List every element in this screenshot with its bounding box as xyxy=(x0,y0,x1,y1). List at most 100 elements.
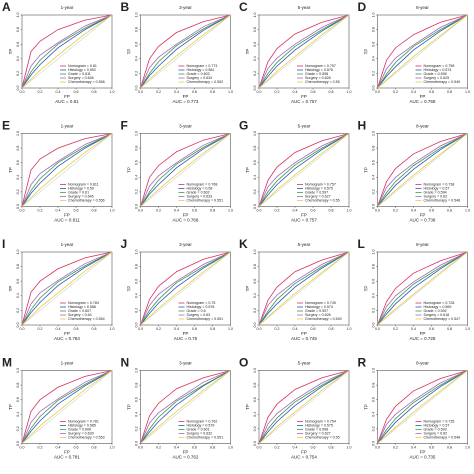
x-tick-label: 0.8 xyxy=(210,327,215,331)
panel-title: 5-year xyxy=(298,5,311,10)
legend-label: Nomogram = 0.762 xyxy=(187,419,218,423)
legend-label: Histology = 0.578 xyxy=(187,305,215,309)
roc-curve xyxy=(140,251,231,326)
y-tick-label: 0.0 xyxy=(371,323,375,328)
legend-label: Nomogram = 0.75 xyxy=(187,301,216,305)
x-tick-label: 1.0 xyxy=(228,327,233,331)
x-tick-label: 0.6 xyxy=(74,90,79,94)
x-axis-label: FP xyxy=(420,450,426,455)
legend-label: Chemotherapy = 0.551 xyxy=(187,198,224,202)
panel-title: 1-year xyxy=(61,5,74,10)
x-tick-label: 0.6 xyxy=(311,327,316,331)
x-tick-label: 0.8 xyxy=(210,445,215,449)
panel-title: 8-year xyxy=(416,242,429,247)
roc-curve xyxy=(377,370,468,444)
x-tick-label: 0.2 xyxy=(156,90,161,94)
reference-diagonal xyxy=(140,14,231,89)
footer: AUC = 0.738 xyxy=(410,218,436,223)
reference-diagonal xyxy=(140,370,231,444)
x-tick-label: 0.0 xyxy=(257,327,262,331)
roc-curve xyxy=(140,370,231,444)
roc-curve xyxy=(140,370,231,444)
panel-letter: B xyxy=(121,0,130,14)
y-tick-label: 0.6 xyxy=(371,279,375,284)
legend-label: Grade = 0.592 xyxy=(424,309,447,313)
x-tick-label: 0.2 xyxy=(38,90,43,94)
panel-title: 1-year xyxy=(61,242,74,247)
roc-curve xyxy=(21,251,113,326)
legend-label: Surgery = 0.64 xyxy=(68,313,92,317)
y-tick-label: 1.0 xyxy=(371,250,375,255)
roc-curve xyxy=(377,370,468,444)
y-tick-label: 0.6 xyxy=(253,279,257,284)
roc-curve xyxy=(258,251,350,326)
roc-curve xyxy=(377,14,468,89)
x-tick-label: 1.0 xyxy=(228,445,233,449)
legend-label: Histology = 0.57 xyxy=(424,186,450,190)
roc-curve xyxy=(258,370,350,444)
y-tick-label: 0.6 xyxy=(371,397,375,402)
x-tick-label: 0.0 xyxy=(375,327,380,331)
x-tick-label: 0.0 xyxy=(257,90,262,94)
legend-label: Chemotherapy = 0.548 xyxy=(424,435,461,439)
roc-curve xyxy=(21,14,113,89)
y-tick-label: 1.0 xyxy=(16,250,20,255)
plot-frame xyxy=(258,370,350,444)
x-axis-label: FP xyxy=(301,450,307,455)
plot-frame xyxy=(140,370,231,444)
roc-curve xyxy=(377,133,468,207)
y-tick-label: 0.0 xyxy=(134,86,138,91)
y-tick-label: 0.2 xyxy=(253,308,257,313)
y-axis-label: TP xyxy=(364,167,369,173)
legend-label: Chemotherapy = 0.551 xyxy=(187,317,224,321)
y-tick-label: 0.6 xyxy=(134,160,138,165)
x-tick-label: 0.2 xyxy=(393,90,398,94)
x-tick-label: 0.2 xyxy=(275,208,280,212)
panel-title: 5-year xyxy=(298,361,311,366)
legend-label: Nomogram = 0.81 xyxy=(68,64,97,68)
x-tick-label: 0.8 xyxy=(329,208,334,212)
x-tick-label: 0.0 xyxy=(20,445,25,449)
legend-label: Grade = 0.601 xyxy=(187,427,210,431)
roc-curve xyxy=(258,14,350,89)
x-tick-label: 0.8 xyxy=(447,327,452,331)
panel-letter: A xyxy=(2,0,11,14)
x-tick-label: 0.4 xyxy=(411,208,416,212)
x-axis-label: FP xyxy=(64,213,70,218)
x-tick-label: 1.0 xyxy=(347,327,352,331)
y-tick-label: 0.4 xyxy=(253,56,257,61)
y-tick-label: 0.6 xyxy=(134,397,138,402)
y-tick-label: 0.0 xyxy=(253,441,257,446)
x-tick-label: 0.0 xyxy=(375,208,380,212)
x-tick-label: 0.6 xyxy=(192,90,197,94)
y-tick-label: 0.6 xyxy=(16,397,20,402)
roc-curve xyxy=(21,133,113,207)
x-tick-label: 0.0 xyxy=(257,445,262,449)
x-tick-label: 1.0 xyxy=(465,90,470,94)
panel-letter: C xyxy=(239,0,248,14)
y-tick-label: 0.0 xyxy=(134,204,138,209)
y-tick-label: 0.0 xyxy=(253,86,257,91)
roc-curve xyxy=(21,370,113,444)
legend-label: Chemotherapy = 0.553 xyxy=(68,435,105,439)
y-tick-label: 0.8 xyxy=(16,27,20,32)
roc-curve xyxy=(258,370,350,444)
roc-curve xyxy=(21,370,113,444)
y-tick-label: 1.0 xyxy=(134,250,138,255)
legend-label: Histology = 0.576 xyxy=(305,68,333,72)
roc-curve xyxy=(21,14,113,89)
roc-curve xyxy=(258,370,350,444)
legend-label: Nomogram = 0.784 xyxy=(68,301,99,305)
reference-diagonal xyxy=(258,14,350,89)
legend-label: Histology = 0.581 xyxy=(187,68,215,72)
x-tick-label: 0.8 xyxy=(92,327,97,331)
legend-label: Chemotherapy = 0.55 xyxy=(305,435,340,439)
y-tick-label: 1.0 xyxy=(16,131,20,136)
footer: AUC = 0.758 xyxy=(410,99,436,104)
y-tick-label: 1.0 xyxy=(371,13,375,18)
roc-curve xyxy=(140,251,231,326)
x-axis-label: FP xyxy=(420,331,426,336)
x-tick-label: 0.4 xyxy=(293,208,298,212)
legend-label: Surgery = 0.626 xyxy=(305,313,331,317)
roc-curve xyxy=(258,251,350,326)
